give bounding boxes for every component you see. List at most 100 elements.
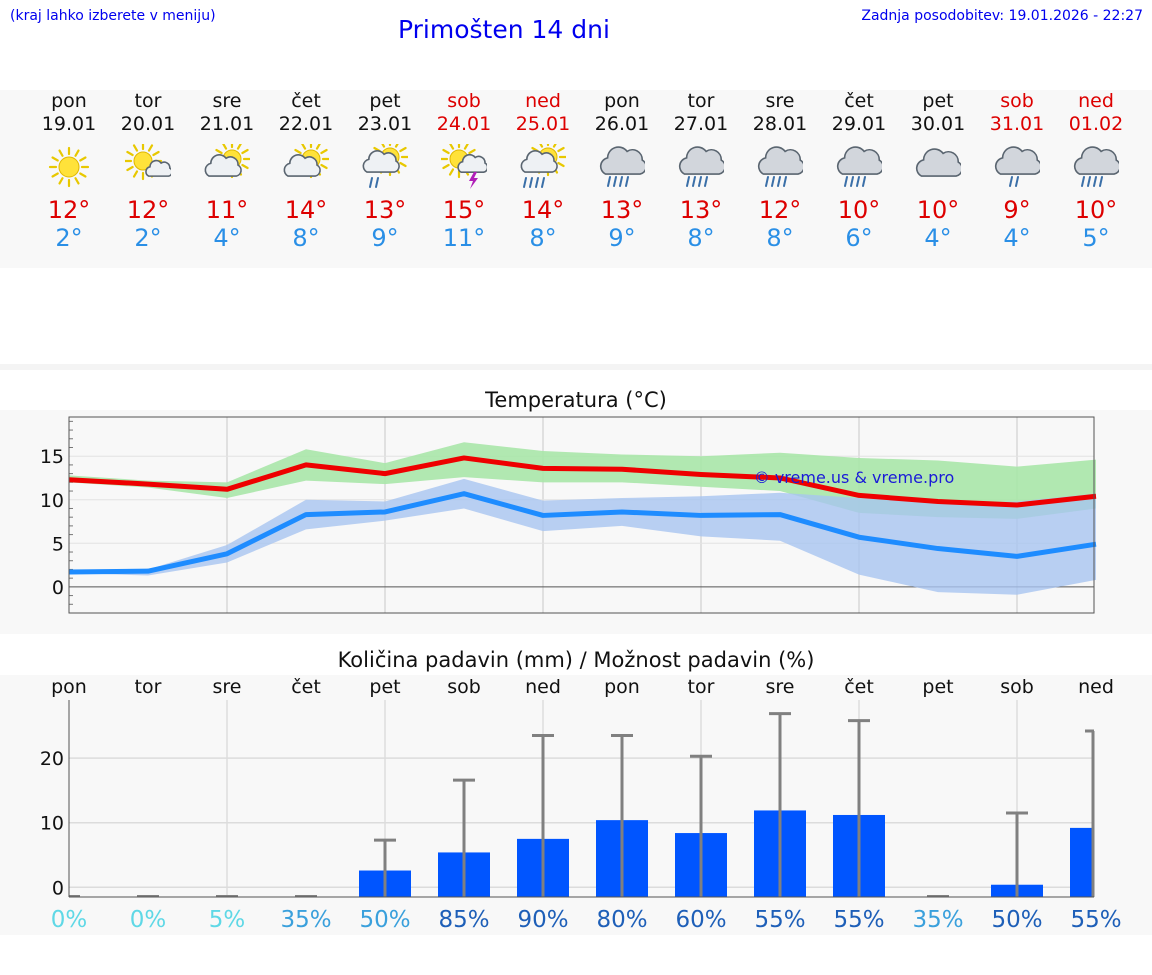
max-temperature: 14° [503,196,583,224]
day-date: 29.01 [819,113,899,136]
precipitation-probability: 55% [833,907,884,933]
watermark: © vreme.us & vreme.pro [754,468,955,487]
max-temperature: 15° [424,196,504,224]
day-date: 26.01 [582,113,662,136]
max-temperature: 9° [977,196,1057,224]
day-label: tor [688,676,715,698]
day-date: 30.01 [898,113,978,136]
day-date: 27.01 [661,113,741,136]
day-label: ned [1078,676,1114,698]
day-date: 24.01 [424,113,504,136]
day-name: sre [187,90,267,113]
day-name: čet [819,90,899,113]
day-column: pet 23.01 13° 9° [345,90,425,252]
day-name: sre [740,90,820,113]
day-column: čet 22.01 14° 8° [266,90,346,252]
y-tick-label: 0 [52,877,64,899]
sun-small-cloud-icon [125,144,171,190]
day-label: pon [51,676,87,698]
cloud-icon [915,144,961,190]
max-temperature: 11° [187,196,267,224]
day-name: sob [424,90,504,113]
day-date: 23.01 [345,113,425,136]
min-temperature: 8° [661,224,741,252]
y-tick-label: 5 [52,533,64,555]
day-label: sre [213,676,242,698]
min-temperature: 2° [108,224,188,252]
day-column: ned 25.01 14° 8° [503,90,583,252]
day-name: tor [108,90,188,113]
min-temperature: 8° [503,224,583,252]
sun-icon [46,144,92,190]
day-name: ned [1056,90,1136,113]
day-date: 28.01 [740,113,820,136]
day-column: tor 20.01 12° 2° [108,90,188,252]
day-label: sre [766,676,795,698]
day-date: 19.01 [29,113,109,136]
day-name: sob [977,90,1057,113]
day-date: 21.01 [187,113,267,136]
day-label: sob [447,676,481,698]
day-name: pet [345,90,425,113]
max-temperature: 12° [108,196,188,224]
day-label: pet [369,676,400,698]
sun-cloud-icon [283,144,329,190]
cloud-rain-icon [836,144,882,190]
min-temperature: 4° [187,224,267,252]
min-temperature: 11° [424,224,504,252]
max-temperature: 13° [345,196,425,224]
menu-hint: (kraj lahko izberete v meniju) [10,8,216,24]
min-temperature: 6° [819,224,899,252]
day-name: pon [29,90,109,113]
day-column: sre 28.01 12° 8° [740,90,820,252]
min-temperature: 9° [345,224,425,252]
y-tick-label: 10 [40,813,64,835]
max-temperature: 13° [582,196,662,224]
day-column: sre 21.01 11° 4° [187,90,267,252]
day-column: sob 31.01 9° 4° [977,90,1057,252]
max-temperature: 10° [819,196,899,224]
precipitation-chart-title: Količina padavin (mm) / Možnost padavin … [0,648,1152,672]
day-column: pon 19.01 12° 2° [29,90,109,252]
day-label: pon [604,676,640,698]
max-temperature: 13° [661,196,741,224]
day-label: čet [291,676,321,698]
precipitation-probability: 80% [596,907,647,933]
precipitation-probability: 90% [517,907,568,933]
cloud-rain-icon [599,144,645,190]
day-date: 20.01 [108,113,188,136]
min-temperature: 5° [1056,224,1136,252]
precipitation-probability: 60% [675,907,726,933]
forecast-grid: pon 19.01 12° 2° tor 20.01 12° 2° sre 21.01 11° 4° č… [0,90,1152,265]
last-updated: Zadnja posodobitev: 19.01.2026 - 22:27 [861,8,1143,24]
y-tick-label: 0 [52,577,64,599]
sun-cloud-thunder-icon [441,144,487,190]
sun-cloud-light-rain-icon [362,144,408,190]
y-tick-label: 20 [40,748,64,770]
max-temperature: 10° [1056,196,1136,224]
temperature-chart: 0 5 10 15 © vreme.us & vreme.pro [0,410,1152,634]
min-temperature: 4° [898,224,978,252]
y-tick-label: 10 [40,490,64,512]
sun-cloud-icon [204,144,250,190]
cloud-rain-icon [678,144,724,190]
precipitation-probability: 35% [280,907,331,933]
precipitation-probability: 35% [912,907,963,933]
precipitation-probability: 5% [209,907,246,933]
day-label: pet [922,676,953,698]
day-column: ned 01.02 10° 5° [1056,90,1136,252]
precipitation-bar [1070,828,1094,897]
day-column: pon 26.01 13° 9° [582,90,662,252]
precipitation-probability: 0% [51,907,88,933]
day-column: tor 27.01 13° 8° [661,90,741,252]
max-temperature: 12° [740,196,820,224]
min-temperature: 9° [582,224,662,252]
cloud-rain-icon [757,144,803,190]
y-tick-label: 15 [40,446,64,468]
day-label: sob [1000,676,1034,698]
day-name: ned [503,90,583,113]
day-column: čet 29.01 10° 6° [819,90,899,252]
precipitation-chart: pon tor sre čet pet sob ned pon tor sre čet pet sob n… [0,675,1152,935]
day-name: tor [661,90,741,113]
day-label: čet [844,676,874,698]
